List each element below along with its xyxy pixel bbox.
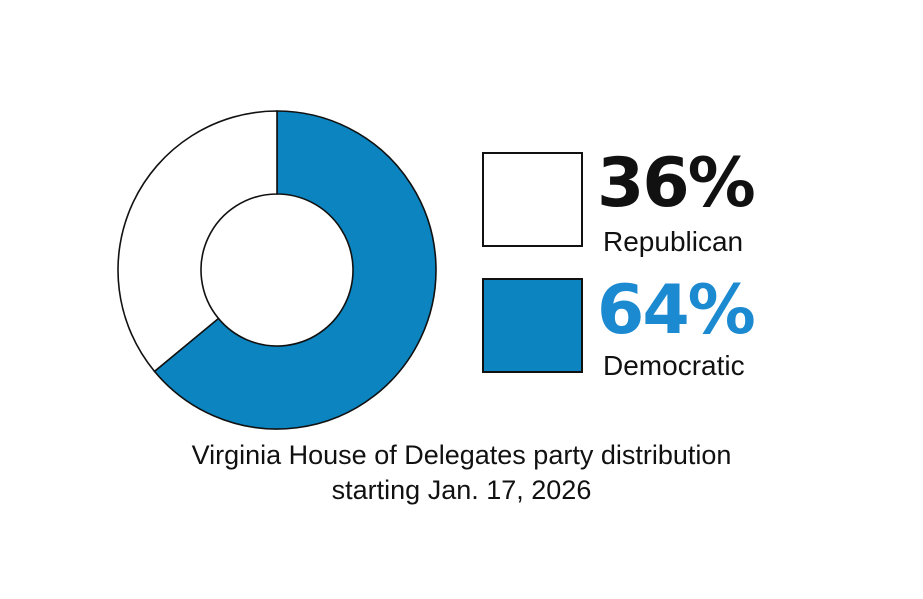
donut-slice-democratic [153,110,437,430]
democratic-percent-label: 64% [597,271,756,350]
republican-percent-label: 36% [597,144,756,223]
chart-caption-line-2: starting Jan. 17, 2026 [331,475,592,505]
chart-caption-line-1: Virginia House of Delegates party distri… [191,440,732,470]
republican-legend-label: Republican [603,226,744,257]
legend-swatch-republican [482,152,583,247]
democratic-legend-label: Democratic [603,350,745,381]
donut-slice-republican [117,110,278,373]
legend-swatch-democratic [482,278,583,373]
